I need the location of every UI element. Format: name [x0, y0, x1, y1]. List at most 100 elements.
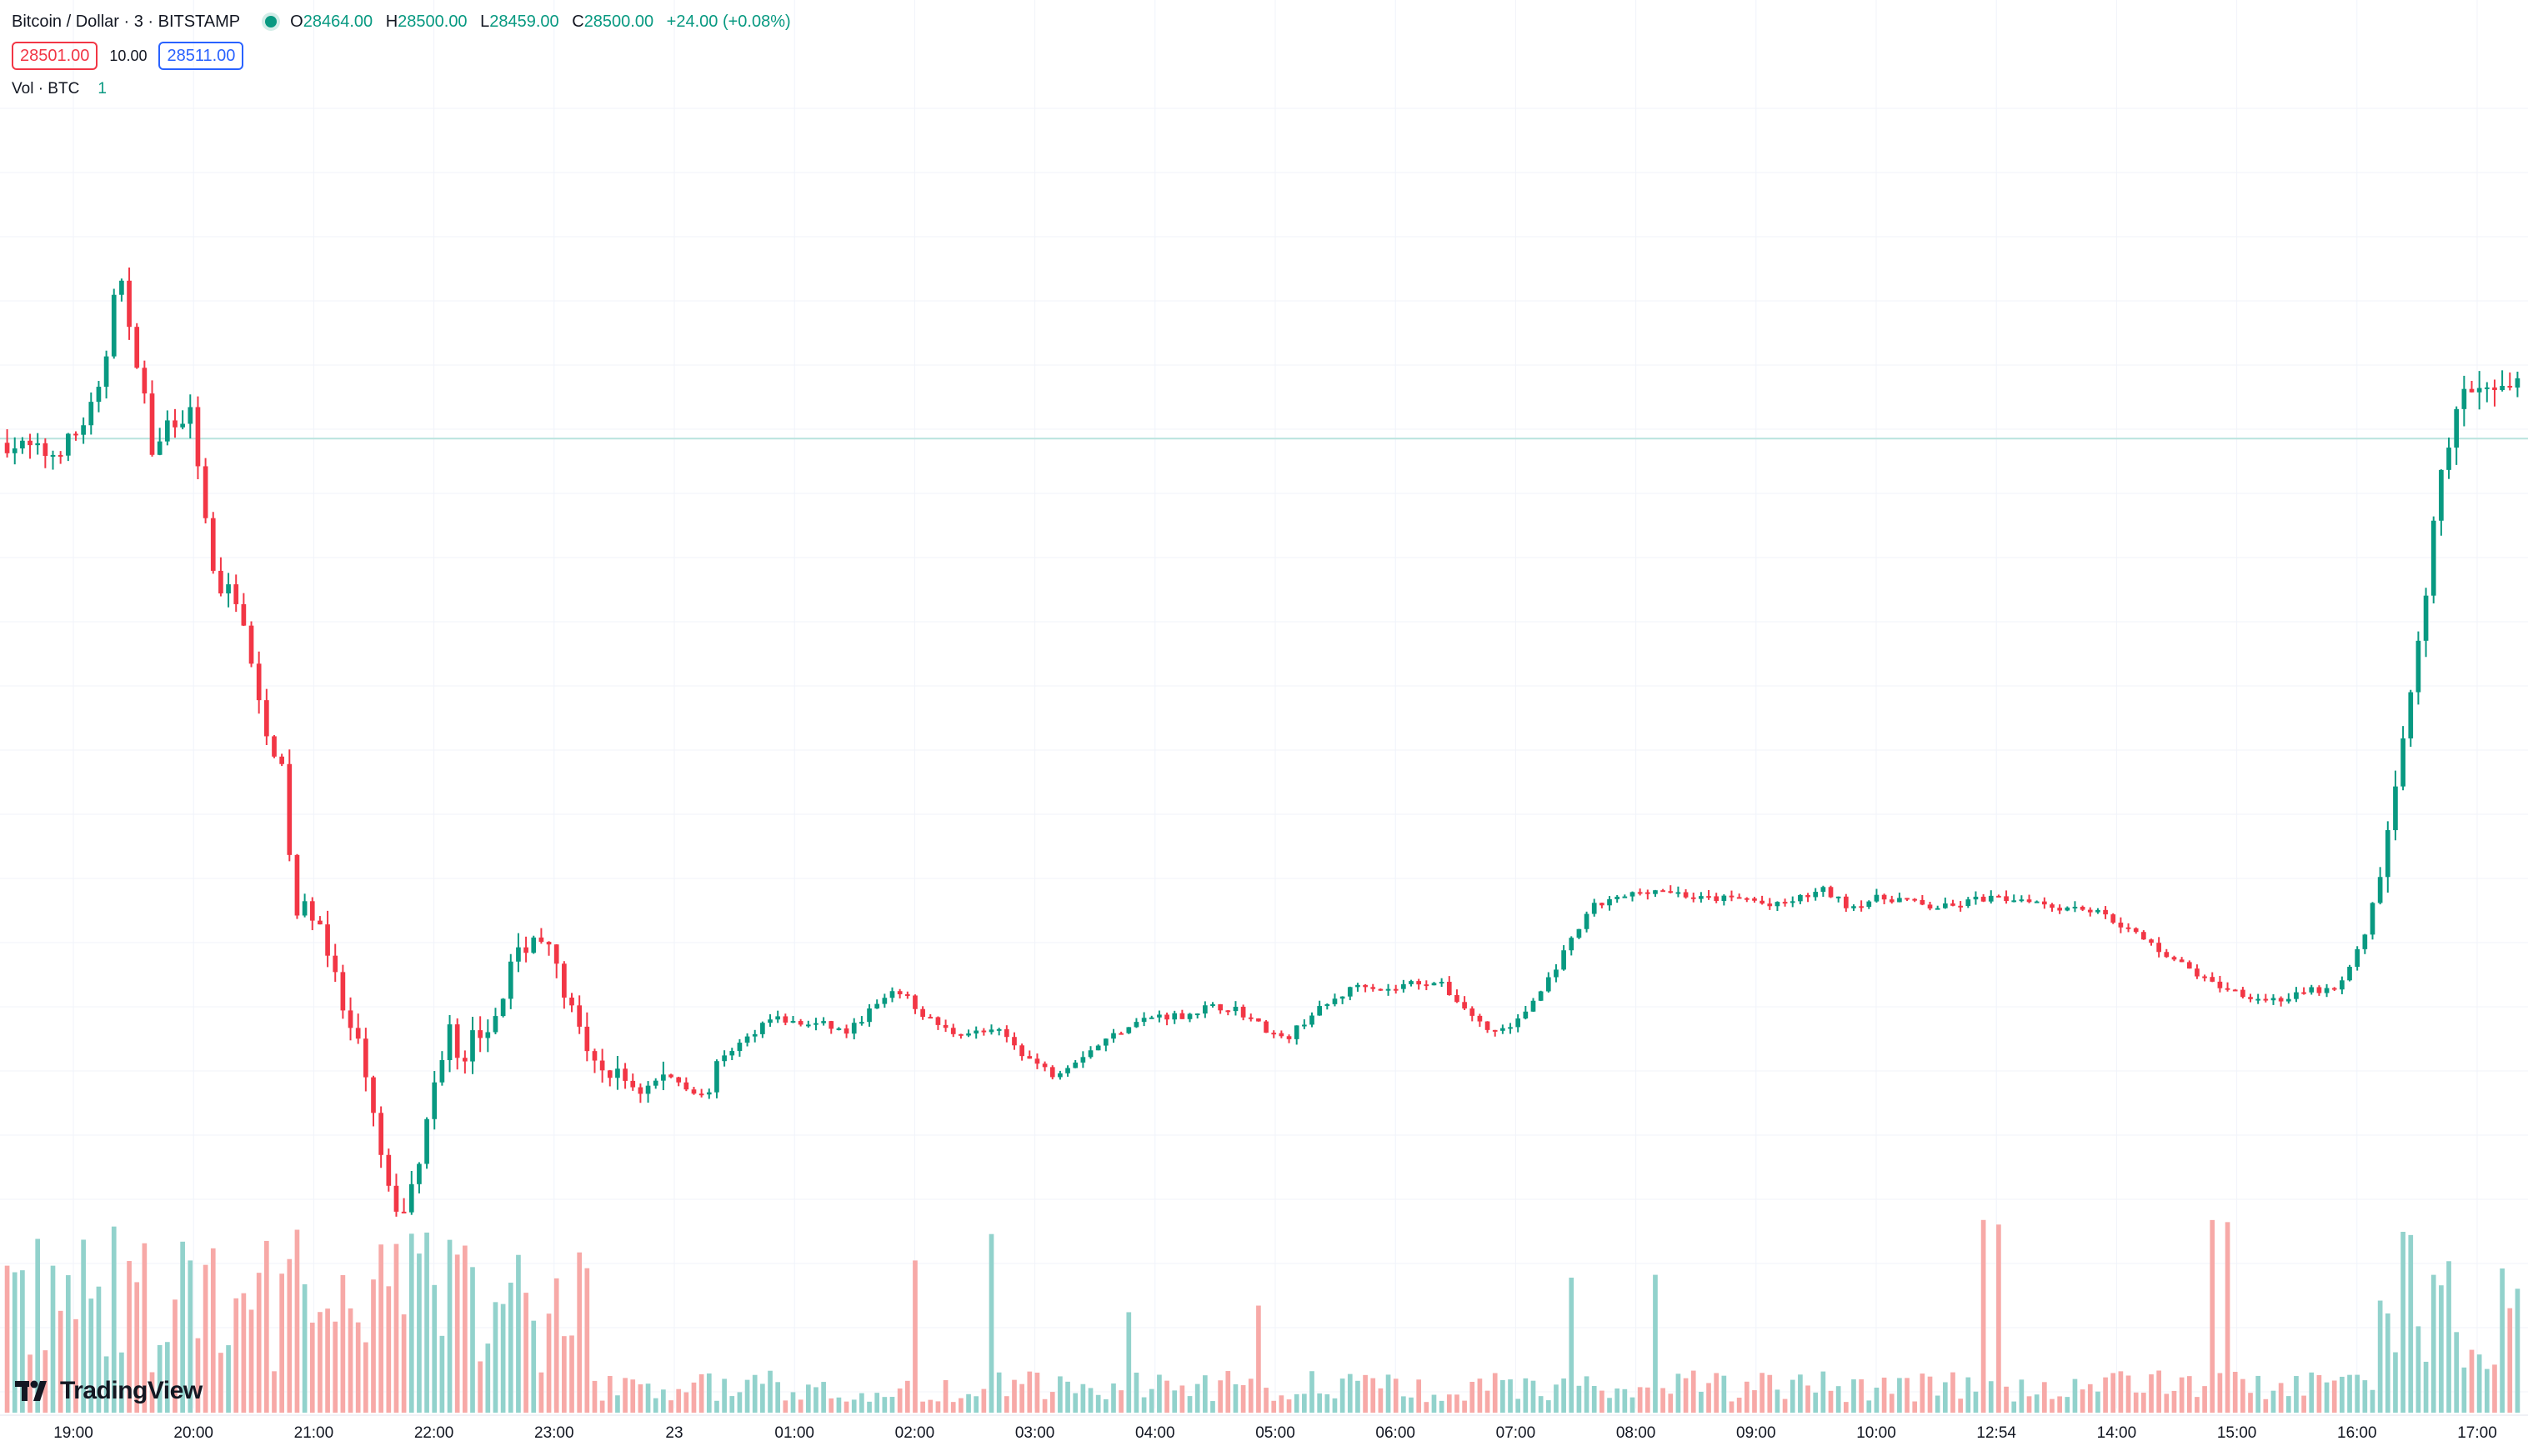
candle-body [1699, 896, 1704, 899]
volume-bar [2125, 1375, 2131, 1413]
volume-bar [1721, 1375, 1727, 1413]
candle-body [1157, 1014, 1162, 1018]
candle-body [722, 1055, 727, 1062]
candle-body [348, 1010, 353, 1028]
symbol-legend: Bitcoin / Dollar · 3 · BITSTAMP O28464.0… [12, 10, 791, 33]
candle-body [111, 294, 117, 357]
candle-body [928, 1017, 934, 1019]
volume-bar [1912, 1401, 1918, 1413]
time-axis: 19:00 20:00 21:00 22:00 23:00 23 01:00 02:00 03:… [0, 1414, 2528, 1442]
symbol-title[interactable]: Bitcoin / Dollar · 3 · BITSTAMP [12, 13, 241, 31]
candle-body [2141, 932, 2146, 940]
buy-button[interactable]: 28511.00 [158, 42, 244, 70]
candle-body [2324, 988, 2330, 993]
volume-bar [1622, 1388, 1628, 1413]
volume-bar [1279, 1395, 1284, 1413]
volume-bar [1927, 1376, 1933, 1413]
volume-bar [1462, 1400, 1467, 1413]
volume-bar [2087, 1383, 2093, 1413]
candle-body [1675, 892, 1681, 894]
candle-body [974, 1030, 979, 1034]
volume-bar [1065, 1381, 1070, 1413]
candle-body [2461, 388, 2467, 409]
candle-body [1851, 906, 1856, 908]
volume-bar [1240, 1385, 1246, 1413]
candle-body [1790, 901, 1795, 903]
candle-body [813, 1023, 818, 1025]
volume-bar [241, 1293, 247, 1413]
candle-body [1965, 899, 1971, 907]
candle-body [103, 356, 109, 388]
candle-body [447, 1024, 453, 1061]
candle-body [996, 1028, 1002, 1031]
candle-body [2133, 928, 2139, 933]
volume-bar [2347, 1374, 2352, 1413]
time-axis-label: 10:00 [1856, 1424, 1896, 1442]
candle-body [463, 1058, 468, 1062]
volume-bar [805, 1384, 811, 1413]
volume-bar [2248, 1393, 2253, 1413]
candle-body [478, 1030, 483, 1038]
quote-row: 28501.00 10.00 28511.00 [12, 42, 244, 70]
candle-body [2103, 909, 2108, 915]
volume-bar [783, 1400, 788, 1413]
volume-bar [592, 1380, 598, 1413]
volume-bar [363, 1342, 368, 1413]
volume-legend[interactable]: Vol · BTC 1 [12, 80, 107, 98]
volume-bar [294, 1229, 300, 1413]
candle-body [1073, 1062, 1079, 1068]
volume-bar [531, 1320, 537, 1413]
volume-bar [974, 1396, 979, 1413]
volume-bar [1874, 1387, 1880, 1413]
candle-body [1752, 898, 1757, 901]
volume-bar [1752, 1390, 1757, 1413]
tradingview-logo[interactable]: TradingView [15, 1377, 203, 1405]
volume-bar [966, 1393, 971, 1413]
volume-bar [760, 1383, 765, 1413]
candle-body [401, 1211, 407, 1213]
candle-body [1317, 1006, 1322, 1016]
candle-body [81, 425, 86, 435]
volume-bar [1111, 1383, 1116, 1413]
volume-bar [630, 1379, 636, 1413]
volume-bar [1714, 1373, 1720, 1413]
candle-body [1599, 903, 1604, 906]
volume-bar [248, 1309, 254, 1413]
candle-body [1409, 981, 1414, 984]
time-axis-label: 14:00 [2097, 1424, 2137, 1442]
candle-body [142, 368, 148, 394]
volume-bar [2217, 1373, 2223, 1413]
volume-bar [668, 1400, 673, 1413]
sell-button[interactable]: 28501.00 [12, 42, 98, 70]
volume-bar [2065, 1397, 2070, 1413]
volume-bar [2476, 1354, 2482, 1413]
candle-body [1302, 1024, 1307, 1027]
volume-bar [2141, 1393, 2146, 1413]
volume-bar [2202, 1386, 2207, 1413]
volume-bar [2118, 1371, 2124, 1413]
candle-body [1813, 892, 1819, 898]
candle-body [1233, 1006, 1239, 1012]
candle-body [569, 997, 574, 1006]
candle-body [1484, 1021, 1490, 1030]
volume-bar [867, 1401, 872, 1413]
candle-body [1706, 896, 1711, 898]
volume-bar [439, 1335, 445, 1413]
volume-bar [2195, 1397, 2200, 1413]
volume-bar [2324, 1382, 2330, 1413]
volume-bar [1584, 1376, 1589, 1413]
volume-bar [1736, 1398, 1742, 1413]
volume-bar [2377, 1300, 2383, 1413]
candle-body [1996, 895, 2001, 898]
volume-bar [1203, 1375, 1208, 1413]
candle-body [119, 280, 124, 295]
volume-bar [1500, 1379, 1505, 1413]
candle-body [203, 466, 208, 518]
candle-body [1980, 896, 1986, 902]
candle-body [340, 972, 346, 1011]
candle-body [1653, 890, 1658, 894]
volume-bar [2370, 1389, 2375, 1413]
candle-body [645, 1085, 651, 1094]
